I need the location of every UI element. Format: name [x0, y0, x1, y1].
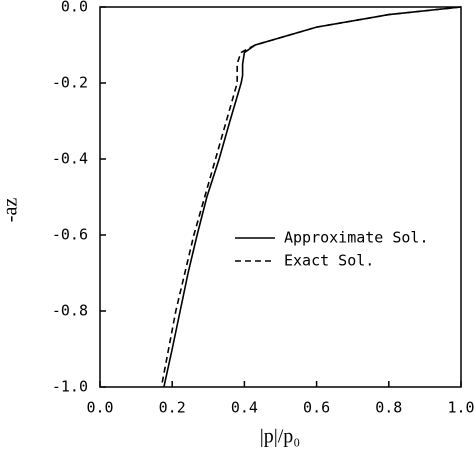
y-tick-label: -0.4: [52, 150, 88, 168]
y-tick-label: 0.0: [61, 0, 88, 16]
x-tick-label: 0.8: [375, 399, 402, 417]
plot-frame: [99, 6, 462, 388]
series-line: [163, 6, 462, 388]
series-line: [160, 6, 462, 388]
x-tick-label: 0.6: [303, 399, 330, 417]
y-tick-label: -0.6: [52, 226, 88, 244]
legend-label: Approximate Sol.: [284, 229, 429, 247]
x-tick-label: 1.0: [447, 399, 474, 417]
legend-label: Exact Sol.: [284, 252, 374, 270]
x-tick-label: 0.2: [159, 399, 186, 417]
y-axis-label: -az: [0, 198, 22, 223]
y-tick-label: -1.0: [52, 378, 88, 396]
x-tick-label: 0.0: [86, 399, 113, 417]
x-axis-label: |p|/p₀: [260, 426, 301, 448]
x-tick-label: 0.4: [231, 399, 258, 417]
y-tick-label: -0.2: [52, 74, 88, 92]
y-tick-label: -0.8: [52, 302, 88, 320]
